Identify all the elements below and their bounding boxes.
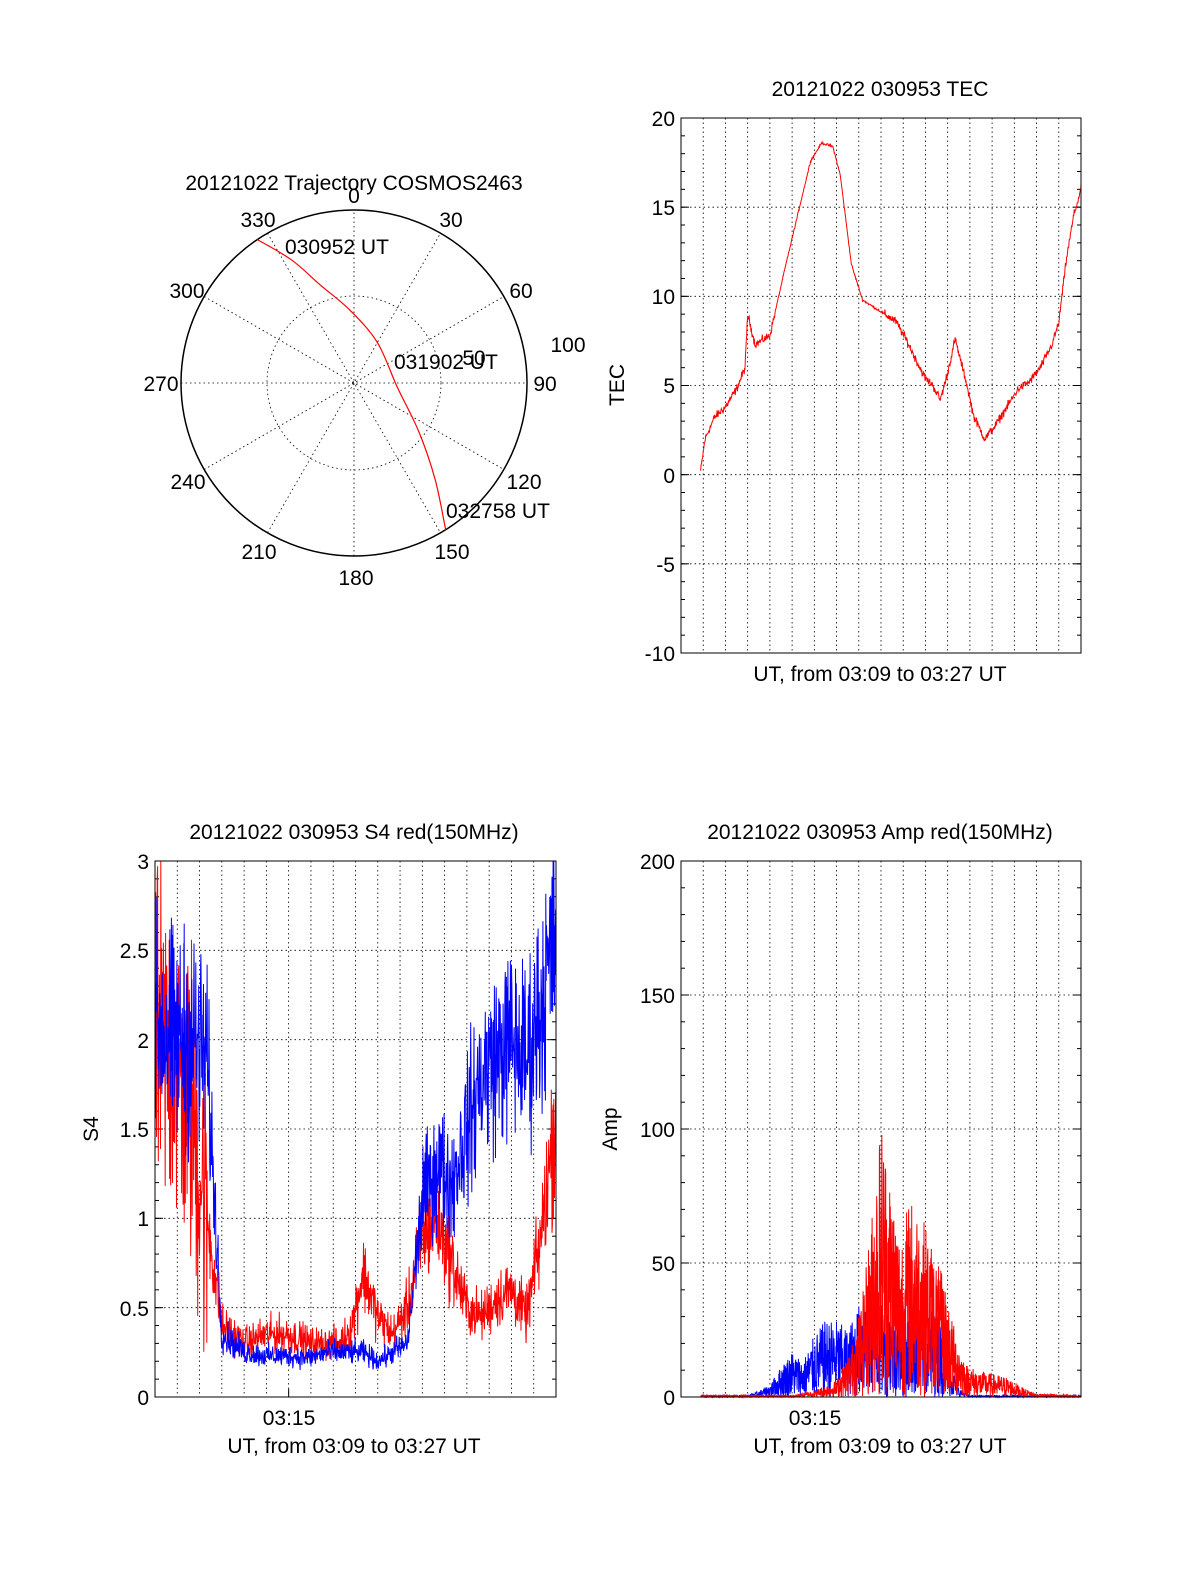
s4-ytick-1-5: 1.5 bbox=[120, 1119, 149, 1142]
s4-ytick-2: 2 bbox=[137, 1030, 149, 1053]
tec-ytick-5: 5 bbox=[663, 375, 675, 398]
polar-radius-100: 100 bbox=[550, 334, 585, 357]
tec-line bbox=[700, 140, 1082, 471]
trajectory-end-label: 032758 UT bbox=[446, 500, 550, 523]
amp-xlabel: UT, from 03:09 to 03:27 UT bbox=[753, 1435, 1006, 1458]
tec-ytick-20: 20 bbox=[652, 108, 675, 131]
tec-ytick-15: 15 bbox=[652, 197, 675, 220]
s4-red-line bbox=[154, 861, 557, 1363]
polar-panel: 20121022 Trajectory COSMOS2463 0 30 60 9… bbox=[143, 172, 585, 590]
s4-xlabel: UT, from 03:09 to 03:27 UT bbox=[227, 1435, 480, 1458]
polar-radius-50: 50 bbox=[462, 347, 485, 370]
polar-spoke bbox=[203, 296, 505, 470]
amp-blue-line bbox=[700, 1290, 1082, 1399]
polar-angle-0: 0 bbox=[348, 185, 360, 208]
trajectory-start-label: 030952 UT bbox=[285, 236, 389, 259]
polar-outer-circle bbox=[180, 209, 528, 557]
s4-blue-line bbox=[154, 860, 557, 1371]
amp-ytick-100: 100 bbox=[640, 1119, 675, 1142]
s4-panel: 20121022 030953 S4 red(150MHz) 3 2.5 2 1… bbox=[80, 821, 557, 1458]
s4-plot-frame bbox=[154, 860, 557, 1398]
s4-ytick-0: 0 bbox=[137, 1387, 149, 1410]
polar-angle-270: 270 bbox=[143, 373, 178, 396]
amp-xtick-0315: 03:15 bbox=[789, 1407, 842, 1430]
amp-ytick-50: 50 bbox=[652, 1253, 675, 1276]
amp-panel: 20121022 030953 Amp red(150MHz) 200 150 … bbox=[599, 821, 1082, 1458]
trajectory-mid-label: 031902 UT bbox=[394, 351, 498, 374]
polar-angle-30: 30 bbox=[439, 209, 462, 232]
s4-ytick-3: 3 bbox=[137, 851, 149, 874]
tec-grid bbox=[681, 117, 1081, 654]
tec-ytick-neg10: -10 bbox=[645, 643, 675, 666]
trajectory-line bbox=[256, 239, 447, 530]
polar-angle-60: 60 bbox=[509, 280, 532, 303]
tec-xlabel: UT, from 03:09 to 03:27 UT bbox=[753, 663, 1006, 686]
amp-title: 20121022 030953 Amp red(150MHz) bbox=[707, 821, 1053, 844]
polar-angle-150: 150 bbox=[434, 541, 469, 564]
tec-plot-frame bbox=[680, 117, 1082, 654]
s4-ytick-1: 1 bbox=[137, 1208, 149, 1231]
tec-ytick-0: 0 bbox=[663, 465, 675, 488]
tec-ytick-10: 10 bbox=[652, 286, 675, 309]
tec-panel: 20121022 030953 TEC 20 15 10 5 0 -5 -10 … bbox=[606, 78, 1082, 686]
polar-spoke bbox=[267, 232, 441, 534]
s4-xtick-0315: 03:15 bbox=[263, 1407, 316, 1430]
polar-angle-240: 240 bbox=[170, 471, 205, 494]
s4-ytick-0-5: 0.5 bbox=[120, 1298, 149, 1321]
polar-spoke bbox=[203, 296, 505, 470]
amp-ytick-150: 150 bbox=[640, 985, 675, 1008]
polar-title: 20121022 Trajectory COSMOS2463 bbox=[185, 172, 522, 195]
polar-inner-circle bbox=[266, 295, 442, 471]
amp-ylabel: Amp bbox=[599, 1107, 622, 1150]
tec-ytick-neg5: -5 bbox=[656, 554, 675, 577]
s4-title: 20121022 030953 S4 red(150MHz) bbox=[189, 821, 518, 844]
s4-ytick-2-5: 2.5 bbox=[120, 940, 149, 963]
polar-angle-300: 300 bbox=[169, 280, 204, 303]
polar-angle-90: 90 bbox=[533, 373, 556, 396]
tec-ylabel: TEC bbox=[606, 364, 629, 406]
tec-series bbox=[700, 140, 1082, 471]
tec-title: 20121022 030953 TEC bbox=[772, 78, 989, 101]
polar-angle-180: 180 bbox=[338, 567, 373, 590]
amp-red-line bbox=[700, 1134, 1082, 1399]
s4-series bbox=[154, 860, 557, 1371]
polar-angle-120: 120 bbox=[506, 471, 541, 494]
amp-ytick-0: 0 bbox=[663, 1387, 675, 1410]
polar-angle-210: 210 bbox=[241, 541, 276, 564]
amp-series bbox=[700, 1134, 1082, 1399]
polar-grid bbox=[181, 210, 527, 556]
s4-ylabel: S4 bbox=[80, 1116, 103, 1142]
amp-ytick-200: 200 bbox=[640, 851, 675, 874]
polar-angle-330: 330 bbox=[240, 209, 275, 232]
amp-plot-frame bbox=[680, 860, 1082, 1398]
polar-spoke bbox=[267, 232, 441, 534]
